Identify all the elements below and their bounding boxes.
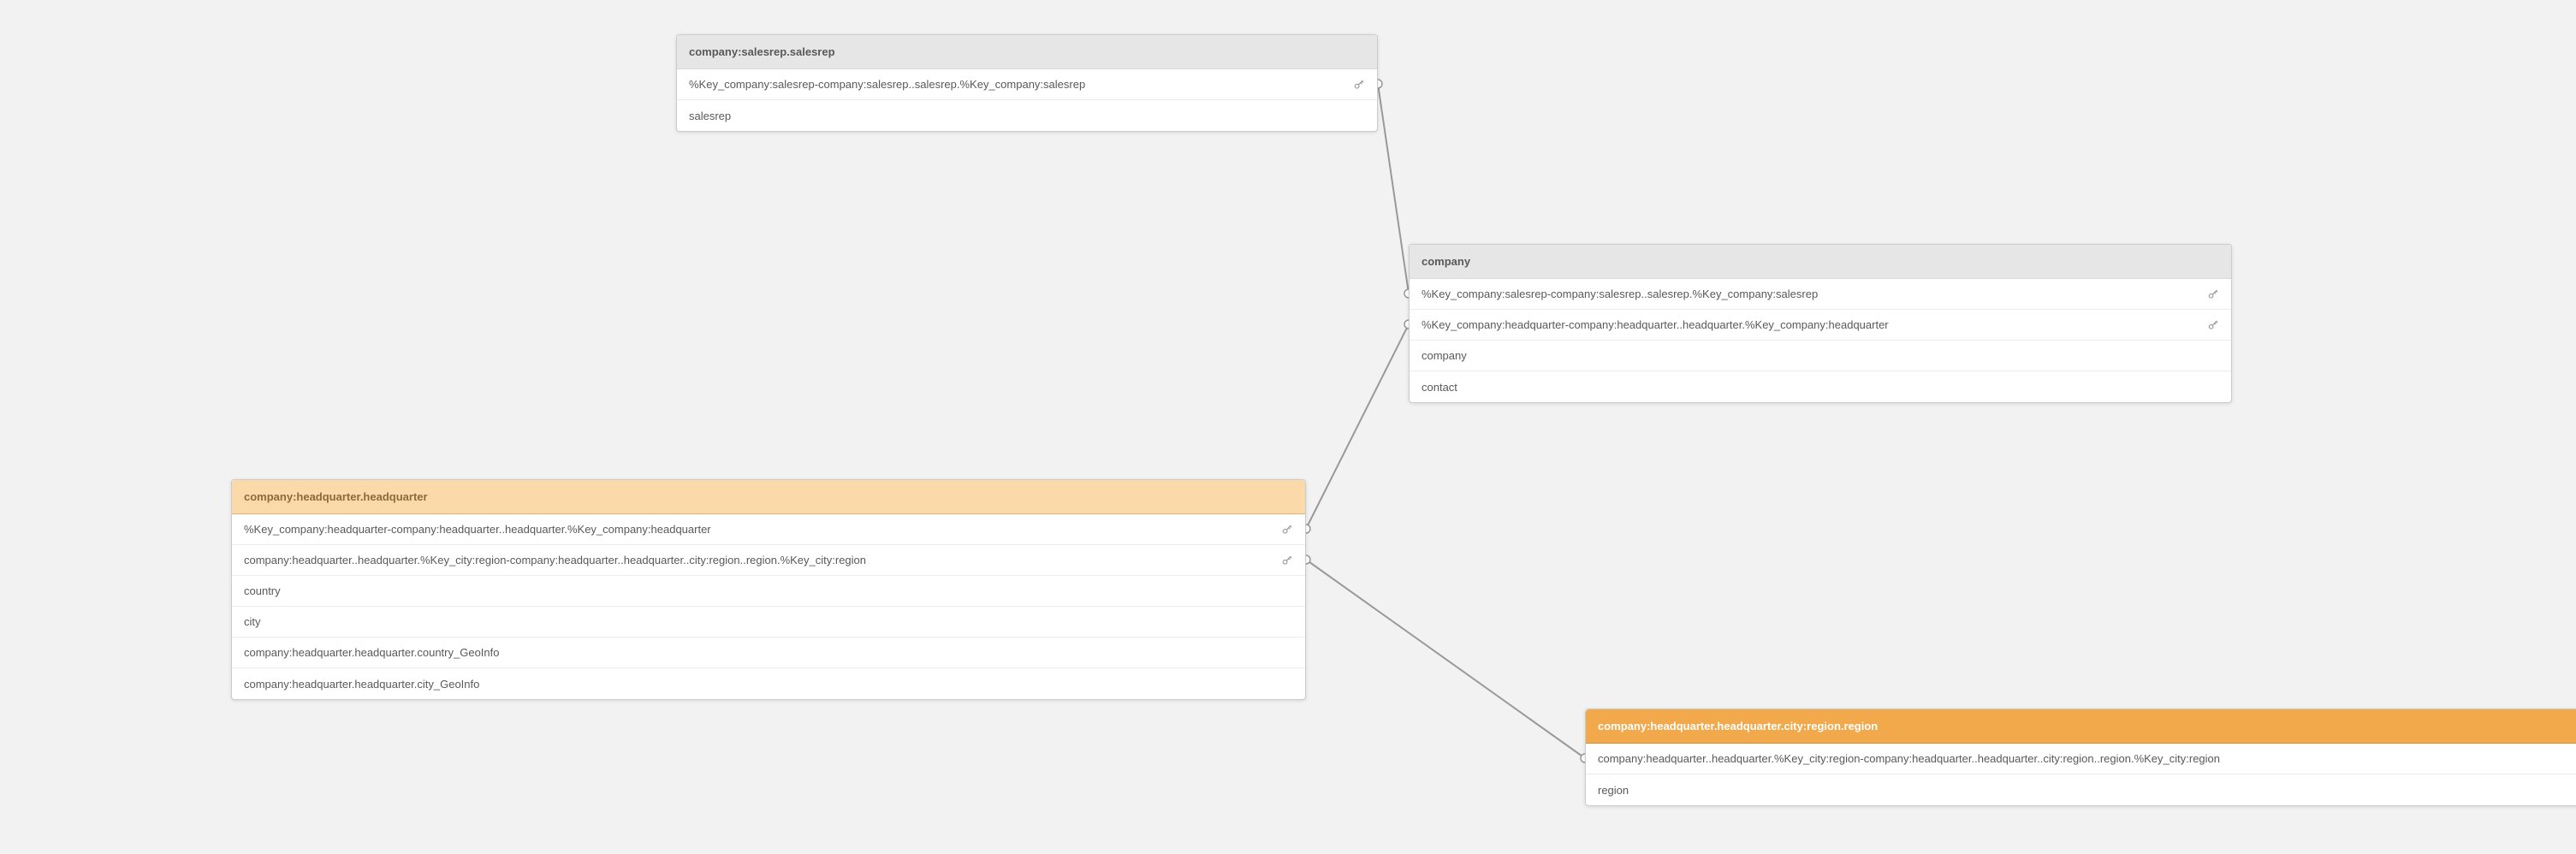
field-name: %Key_company:headquarter-company:headqua…: [244, 523, 1274, 536]
relationship-edge: [1306, 324, 1409, 529]
table-header[interactable]: company:salesrep.salesrep: [677, 35, 1377, 69]
key-field-row[interactable]: company:headquarter..headquarter.%Key_ci…: [1586, 744, 2576, 774]
relationship-edge: [1378, 84, 1409, 294]
key-field-row[interactable]: %Key_company:salesrep-company:salesrep..…: [677, 69, 1377, 100]
key-field-row[interactable]: %Key_company:salesrep-company:salesrep..…: [1410, 279, 2231, 310]
field-name: company:headquarter..headquarter.%Key_ci…: [1598, 752, 2576, 765]
field-name: %Key_company:headquarter-company:headqua…: [1422, 318, 2200, 331]
key-field-row[interactable]: %Key_company:headquarter-company:headqua…: [232, 514, 1305, 545]
key-field-row[interactable]: %Key_company:headquarter-company:headqua…: [1410, 310, 2231, 341]
field-name: %Key_company:salesrep-company:salesrep..…: [1422, 288, 2200, 300]
key-icon: [2207, 319, 2219, 331]
field-row[interactable]: company:headquarter.headquarter.city_Geo…: [232, 668, 1305, 699]
table-company[interactable]: company %Key_company:salesrep-company:sal…: [1409, 244, 2232, 403]
field-row[interactable]: company:headquarter.headquarter.country_…: [232, 638, 1305, 668]
field-row[interactable]: city: [232, 607, 1305, 638]
field-name: company:headquarter.headquarter.city_Geo…: [244, 678, 1293, 691]
field-row[interactable]: salesrep: [677, 100, 1377, 131]
field-name: region: [1598, 784, 2576, 797]
key-icon: [1353, 79, 1365, 91]
key-icon: [1281, 555, 1293, 566]
relationship-edge: [1306, 560, 1585, 758]
field-name: city: [244, 615, 1293, 628]
diagram-canvas[interactable]: company:salesrep.salesrep %Key_company:sa…: [0, 0, 2576, 854]
field-row[interactable]: company: [1410, 341, 2231, 371]
field-name: %Key_company:salesrep-company:salesrep..…: [689, 78, 1346, 91]
field-name: company: [1422, 349, 2219, 362]
table-salesrep[interactable]: company:salesrep.salesrep %Key_company:sa…: [676, 34, 1378, 132]
table-region[interactable]: company:headquarter.headquarter.city:reg…: [1585, 709, 2576, 806]
table-headquarter[interactable]: company:headquarter.headquarter %Key_comp…: [231, 479, 1306, 700]
field-name: salesrep: [689, 110, 1365, 122]
key-field-row[interactable]: company:headquarter..headquarter.%Key_ci…: [232, 545, 1305, 576]
key-icon: [2207, 288, 2219, 300]
field-name: contact: [1422, 381, 2219, 394]
field-row[interactable]: contact: [1410, 371, 2231, 402]
field-name: company:headquarter.headquarter.country_…: [244, 646, 1293, 659]
table-header[interactable]: company: [1410, 245, 2231, 279]
field-row[interactable]: region: [1586, 774, 2576, 805]
key-icon: [1281, 524, 1293, 536]
table-header[interactable]: company:headquarter.headquarter: [232, 480, 1305, 514]
field-name: country: [244, 584, 1293, 597]
field-row[interactable]: country: [232, 576, 1305, 607]
table-header[interactable]: company:headquarter.headquarter.city:reg…: [1586, 709, 2576, 744]
field-name: company:headquarter..headquarter.%Key_ci…: [244, 554, 1274, 566]
